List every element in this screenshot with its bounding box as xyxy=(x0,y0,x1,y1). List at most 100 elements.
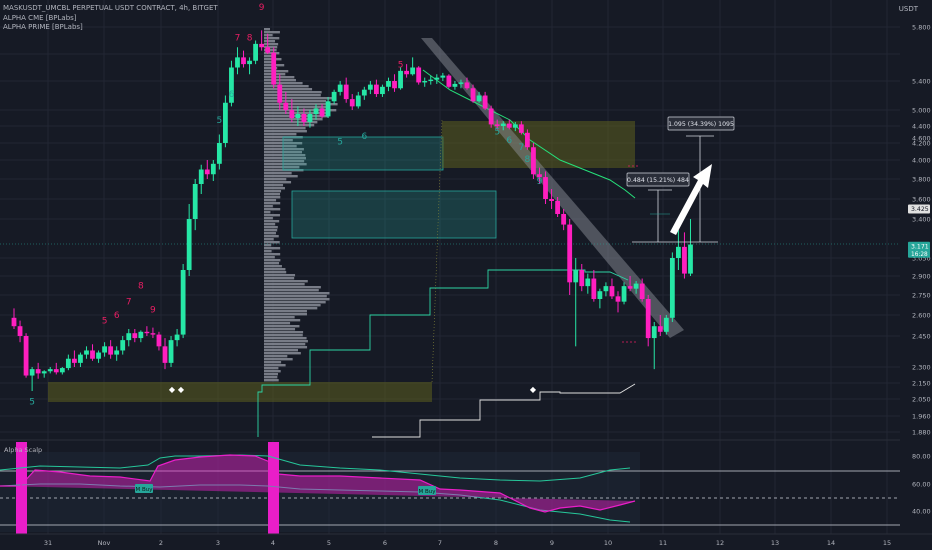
profile-row xyxy=(264,28,271,31)
profile-row xyxy=(264,328,296,331)
time-axis[interactable]: 31 Nov 2 3 4 5 6 7 8 9 10 11 12 13 14 15 xyxy=(0,533,932,547)
osc-tick-1: 60.00 xyxy=(912,481,931,489)
candle-down xyxy=(17,326,23,336)
candle-up xyxy=(410,67,416,75)
price-axis[interactable]: 5.800 5.400 5.000 4.600 4.400 4.200 4.000 3.800… xyxy=(908,24,931,437)
candle-down xyxy=(543,177,548,199)
profile-row xyxy=(264,259,281,262)
profile-row xyxy=(264,265,282,268)
count-label-14: 5 xyxy=(494,128,500,138)
profile-row xyxy=(264,232,276,235)
count-label-0: 5 xyxy=(29,398,35,408)
profile-row xyxy=(264,70,289,73)
profile-row xyxy=(264,280,308,283)
price-tick-0: 5.800 xyxy=(912,24,931,32)
measure-box-small: 0.484 (15.21%) 484 xyxy=(627,177,689,184)
price-tick-9: 3.400 xyxy=(912,216,931,224)
profile-row xyxy=(264,106,331,109)
profile-row xyxy=(264,166,300,169)
profile-row xyxy=(264,61,275,64)
count-label-4: 8 xyxy=(138,282,144,292)
symbol-title[interactable]: MASKUSDT_UMCBL PERPETUAL USDT CONTRACT, … xyxy=(3,4,218,12)
profile-row xyxy=(264,301,326,304)
profile-row xyxy=(264,340,308,343)
measure-annotations[interactable]: 1.095 (34.39%) 1095 0.484 (15.21%) 484 xyxy=(622,116,735,343)
candle-up xyxy=(174,334,180,341)
profile-row xyxy=(264,226,278,229)
profile-row xyxy=(264,43,279,46)
oscillator-pane[interactable]: Alpha Scalp M Buy M Buy xyxy=(0,439,900,534)
candle-down xyxy=(204,169,210,175)
candle-up xyxy=(355,95,361,107)
price-tag-bg-1 xyxy=(908,241,930,258)
candle-up xyxy=(476,95,482,102)
candle-up xyxy=(223,102,228,143)
candle-down xyxy=(90,350,95,359)
candle-up xyxy=(180,270,186,335)
osc-signal-bar-1 xyxy=(16,442,27,534)
osc-main-line xyxy=(0,454,636,513)
candle-up xyxy=(210,163,216,175)
profile-row xyxy=(264,256,275,259)
profile-row xyxy=(264,37,280,40)
candle-down xyxy=(162,346,168,363)
profile-row xyxy=(264,331,304,334)
count-label-18: 9 xyxy=(537,177,543,187)
profile-row xyxy=(264,154,306,157)
profile-row xyxy=(264,337,307,340)
candle-down xyxy=(627,286,633,289)
count-label-1: 5 xyxy=(102,316,108,326)
fast-ema xyxy=(422,69,636,199)
price-tick-7: 3.800 xyxy=(912,176,931,184)
indicator-label-prime[interactable]: ALPHA PRIME [BPLabs] xyxy=(3,23,83,31)
profile-row xyxy=(264,103,338,106)
candle-up xyxy=(47,369,53,372)
currency-label: USDT xyxy=(898,5,918,13)
count-label-17: 8 xyxy=(525,155,531,165)
indicator-label-cme[interactable]: ALPHA CME [BPLabs] xyxy=(3,14,77,22)
candle-down xyxy=(301,114,307,122)
candle-up xyxy=(688,244,693,274)
time-tick-10: 10 xyxy=(604,539,612,547)
profile-row xyxy=(264,244,272,247)
candle-up xyxy=(651,326,657,339)
price-tick-4: 4.400 xyxy=(912,123,931,131)
count-label-8: 7 xyxy=(235,34,241,44)
profile-row xyxy=(264,229,278,232)
profile-row xyxy=(264,196,281,199)
profile-row xyxy=(264,262,280,265)
price-tick-13: 2.600 xyxy=(912,312,931,320)
profile-row xyxy=(264,286,321,289)
time-tick-2: 2 xyxy=(159,539,163,547)
profile-row xyxy=(264,160,305,163)
candlesticks[interactable] xyxy=(11,30,693,391)
candle-down xyxy=(567,224,573,283)
profile-row xyxy=(264,214,280,217)
profile-row xyxy=(264,55,276,58)
candle-down xyxy=(639,283,645,299)
candle-down xyxy=(537,174,542,178)
time-tick-12: 12 xyxy=(716,539,724,547)
profile-row xyxy=(264,130,307,133)
profile-row xyxy=(264,82,303,85)
candle-up xyxy=(120,340,126,351)
candle-up xyxy=(337,84,343,92)
candle-up xyxy=(29,369,35,376)
osc-upper-band xyxy=(0,454,631,482)
count-label-11: 5 xyxy=(337,138,343,148)
candle-up xyxy=(235,57,240,68)
count-label-10: 9 xyxy=(259,3,265,13)
price-tick-2: 5.000 xyxy=(912,107,931,115)
profile-row xyxy=(264,184,284,187)
candle-down xyxy=(561,214,567,225)
candle-up xyxy=(138,331,144,339)
profile-row xyxy=(264,295,327,298)
candle-up xyxy=(126,333,132,341)
profile-row xyxy=(264,100,327,103)
profile-row xyxy=(264,163,307,166)
count-label-15: 6 xyxy=(506,136,512,146)
supply-zone-1 xyxy=(282,136,444,171)
time-tick-9: 9 xyxy=(550,539,554,547)
candle-up xyxy=(458,82,464,84)
